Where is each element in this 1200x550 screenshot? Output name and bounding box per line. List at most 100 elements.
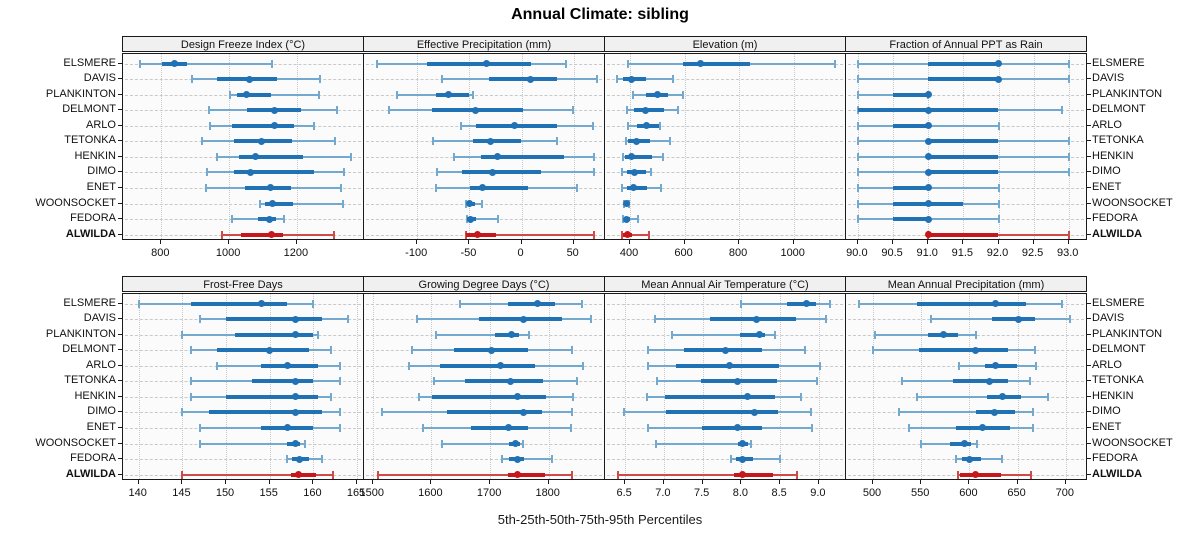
interquartile-bar-elsmere bbox=[683, 61, 750, 66]
interquartile-bar-woonsocket bbox=[950, 441, 972, 446]
axis-tick-label: 550 bbox=[911, 487, 930, 499]
whisker-cap-high bbox=[581, 299, 584, 308]
interquartile-bar-arlo bbox=[893, 123, 929, 128]
gridline-vertical bbox=[741, 294, 743, 479]
axis-tick bbox=[430, 480, 432, 484]
interquartile-bar-henkin bbox=[928, 154, 999, 159]
site-label-right-enet: ENET bbox=[1092, 420, 1122, 433]
whisker-cap-high bbox=[589, 315, 592, 324]
axis-tick bbox=[520, 240, 522, 244]
whisker-cap-high bbox=[321, 455, 324, 463]
median-dot-plankinton bbox=[445, 91, 452, 99]
gridline-vertical bbox=[573, 54, 575, 239]
whisker-cap-high bbox=[571, 106, 574, 115]
whisker-cap-high bbox=[637, 215, 639, 223]
interquartile-bar-davis bbox=[226, 317, 323, 322]
whisker-cap-low bbox=[138, 59, 141, 68]
axis-tick bbox=[1016, 480, 1018, 484]
whisker-cap-low bbox=[416, 315, 419, 324]
median-dot-dimo bbox=[246, 168, 254, 176]
whisker-cap-low bbox=[190, 392, 193, 401]
row-tick-left bbox=[118, 202, 122, 204]
whisker-cap-high bbox=[570, 346, 573, 355]
whisker-cap-high bbox=[338, 423, 341, 432]
whisker-cap-low bbox=[207, 106, 210, 115]
median-dot-elsmere bbox=[482, 60, 490, 67]
axis-tick-label: 90.5 bbox=[881, 247, 903, 259]
site-label-right-elsmere: ELSMERE bbox=[1092, 56, 1145, 69]
whisker-cap-high bbox=[576, 377, 579, 386]
interquartile-bar-henkin bbox=[238, 154, 303, 159]
axis-tick bbox=[779, 480, 781, 484]
interquartile-bar-davis bbox=[489, 77, 557, 82]
interquartile-bar-alwilda bbox=[959, 472, 1002, 477]
interquartile-bar-enet bbox=[893, 185, 929, 190]
whisker-cap-low bbox=[623, 408, 626, 417]
row-tick-left bbox=[118, 473, 122, 475]
median-dot-elsmere bbox=[171, 60, 179, 67]
row-tick-right bbox=[1087, 109, 1091, 111]
row-tick-left bbox=[118, 218, 122, 219]
site-label-right-elsmere: ELSMERE bbox=[1092, 296, 1145, 309]
median-dot-tetonka bbox=[734, 377, 741, 385]
gridline-horizontal bbox=[607, 110, 843, 112]
whisker-cap-high bbox=[342, 199, 345, 208]
axis-tick-label: 1700 bbox=[476, 487, 502, 499]
percentile-whisker-woonsocket bbox=[259, 202, 344, 205]
gridline-vertical bbox=[1033, 54, 1035, 239]
median-dot-fedora bbox=[623, 215, 630, 223]
interquartile-bar-alwilda bbox=[466, 232, 497, 237]
median-dot-alwilda bbox=[739, 471, 747, 479]
interquartile-bar-plankinton bbox=[234, 332, 314, 337]
whisker-cap-high bbox=[779, 455, 782, 463]
median-dot-enet bbox=[266, 184, 274, 192]
percentile-whisker-fedora bbox=[467, 218, 498, 220]
median-dot-alwilda bbox=[924, 231, 932, 239]
percentile-whisker-fedora bbox=[623, 218, 638, 220]
whisker-cap-low bbox=[375, 59, 378, 68]
panel-fraction-of-annual-ppt-as-rain bbox=[845, 53, 1087, 240]
whisker-cap-high bbox=[1067, 59, 1070, 68]
gridline-horizontal bbox=[607, 156, 843, 158]
whisker-cap-low bbox=[647, 423, 650, 432]
whisker-cap-high bbox=[796, 470, 799, 479]
whisker-cap-high bbox=[319, 75, 322, 84]
site-label-left-davis: DAVIS bbox=[83, 72, 116, 84]
percentile-whisker-fedora bbox=[501, 458, 553, 460]
axis-tick bbox=[312, 480, 314, 484]
whisker-cap-low bbox=[615, 75, 618, 84]
axis-tick-label: 0 bbox=[517, 247, 524, 259]
gridline-vertical bbox=[372, 294, 374, 479]
site-label-left-enet: ENET bbox=[86, 180, 116, 193]
percentile-whisker-plankinton bbox=[874, 333, 977, 336]
whisker-cap-low bbox=[431, 137, 434, 146]
gridline-vertical bbox=[780, 294, 782, 479]
gridline-horizontal bbox=[607, 303, 843, 305]
interquartile-bar-elsmere bbox=[917, 301, 1027, 306]
median-dot-henkin bbox=[494, 153, 501, 161]
whisker-cap-high bbox=[1033, 346, 1036, 355]
site-label-right-davis: DAVIS bbox=[1092, 312, 1125, 325]
whisker-cap-high bbox=[1067, 137, 1070, 146]
percentile-whisker-alwilda bbox=[618, 473, 798, 476]
gridline-vertical bbox=[521, 54, 523, 239]
median-dot-henkin bbox=[252, 153, 260, 161]
row-tick-right bbox=[1087, 380, 1091, 382]
interquartile-bar-dimo bbox=[446, 410, 543, 415]
whisker-cap-low bbox=[647, 346, 650, 355]
whisker-cap-high bbox=[659, 121, 662, 130]
whisker-cap-low bbox=[620, 230, 623, 239]
whisker-cap-high bbox=[582, 361, 585, 370]
whisker-cap-low bbox=[198, 315, 201, 324]
interquartile-bar-elsmere bbox=[507, 301, 555, 306]
whisker-cap-low bbox=[181, 408, 184, 417]
row-tick-right bbox=[1087, 186, 1091, 188]
whisker-cap-high bbox=[270, 59, 273, 68]
interquartile-bar-alwilda bbox=[928, 232, 999, 237]
percentile-whisker-woonsocket bbox=[921, 442, 978, 445]
gridline-vertical bbox=[969, 294, 971, 479]
whisker-cap-low bbox=[907, 423, 910, 432]
percentile-whisker-woonsocket bbox=[199, 442, 305, 445]
panel-header-frost-free-days: Frost-Free Days bbox=[122, 276, 364, 292]
